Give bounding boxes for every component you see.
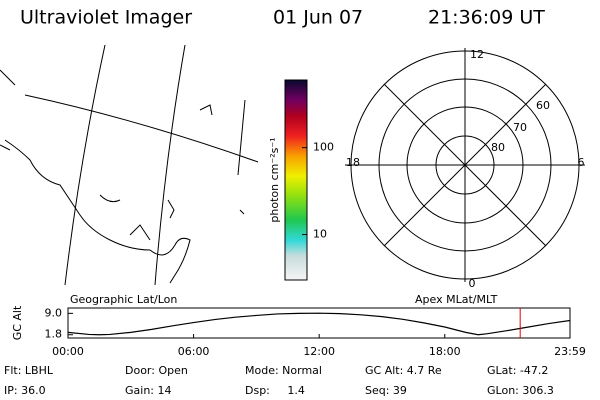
mlat-label: 60 — [536, 99, 550, 112]
status-field: GC Alt: 4.7 Re — [365, 364, 442, 377]
map-label: Geographic Lat/Lon — [70, 293, 177, 306]
status-field: Door: Open — [125, 364, 188, 377]
x-tick-label: 00:00 — [52, 345, 84, 358]
plot-frame — [67, 307, 571, 339]
date: 01 Jun 07 — [273, 7, 363, 29]
mlt-label: 6 — [578, 156, 585, 169]
x-tick-label: 06:00 — [178, 345, 210, 358]
status-field: Mode: Normal — [245, 364, 322, 377]
y-tick-label: 9.0 — [45, 306, 63, 319]
polar-label: Apex MLat/MLT — [415, 293, 498, 306]
status-field: Dsp: 1.4 — [245, 384, 305, 397]
mlt-label: 18 — [346, 156, 360, 169]
x-tick-label: 23:59 — [554, 345, 586, 358]
status-field: GLat: -47.2 — [487, 364, 548, 377]
status-field: GLon: 306.3 — [487, 384, 554, 397]
mlat-label: 80 — [491, 141, 505, 154]
mlt-label: 12 — [470, 48, 484, 61]
instrument: Ultraviolet Imager — [20, 7, 192, 29]
altitude-line — [67, 312, 571, 336]
colorbar — [284, 79, 308, 281]
y-axis-label: GC Alt — [11, 305, 24, 340]
status-field: Seq: 39 — [365, 384, 407, 397]
status-field: Flt: LBHL — [4, 364, 54, 377]
map — [0, 44, 259, 286]
status-field: IP: 36.0 — [4, 384, 46, 397]
polar-grid — [345, 48, 585, 282]
mlat-label: 70 — [513, 121, 527, 134]
x-tick-label: 18:00 — [429, 345, 461, 358]
colorbar-tick-label: 100 — [313, 141, 334, 154]
status-field: Gain: 14 — [125, 384, 172, 397]
mlt-label: 0 — [469, 277, 476, 290]
colorbar-tick-label: 10 — [313, 228, 327, 241]
y-tick-label: 1.8 — [45, 328, 63, 341]
colorbar-label: photon cm⁻²s⁻¹ — [268, 137, 281, 222]
x-tick-label: 12:00 — [303, 345, 335, 358]
time: 21:36:09 UT — [428, 7, 545, 29]
